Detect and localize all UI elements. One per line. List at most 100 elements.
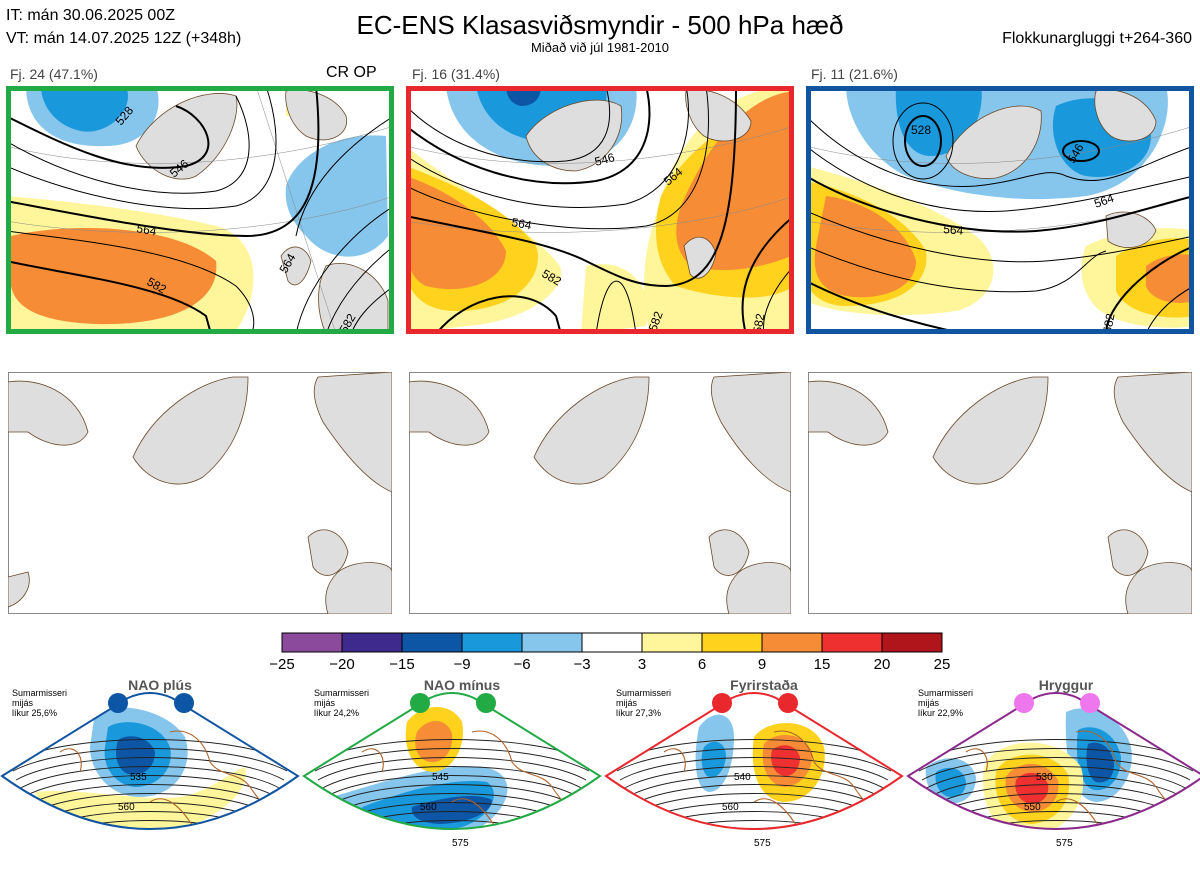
greenland-land	[135, 93, 238, 180]
height-contour	[325, 245, 394, 334]
scandinavia-land	[285, 89, 348, 141]
greenland-land	[932, 376, 1049, 485]
classification-window: Flokkunargluggi t+264-360	[1002, 30, 1192, 47]
british-isles-land	[1107, 529, 1149, 576]
regime-map: 540 560 575	[604, 692, 904, 849]
colorbar-cell	[281, 632, 343, 653]
height-contour	[904, 115, 942, 167]
height-contour	[741, 215, 794, 334]
colorbar-cell	[341, 632, 403, 653]
graticule	[406, 125, 794, 164]
regime-map: 530 550 575	[906, 692, 1200, 849]
initial-time: IT: mán 30.06.2025 00Z	[6, 7, 175, 24]
colorbar-cell	[881, 632, 943, 653]
scandinavia-land	[313, 372, 392, 493]
height-contour	[6, 95, 250, 194]
contour-label: 564	[135, 221, 157, 238]
contour-label: 535	[130, 772, 147, 783]
colorbar-tick-label: −6	[513, 656, 531, 673]
contour-label: 528	[911, 123, 931, 137]
colorbar-cell	[581, 632, 643, 653]
regime-name: NAO mínus	[423, 677, 501, 693]
contour-label: 582	[750, 312, 767, 334]
scandinavia-land	[710, 372, 791, 493]
colorbar-tick-label: −15	[389, 656, 415, 673]
colorbar-cell	[821, 632, 883, 653]
positive-anomaly-orange	[406, 176, 506, 290]
regime-probability-info: Sumarmisseri mijás líkur 24,2%	[314, 688, 370, 718]
regime-indicator-dot	[1080, 693, 1100, 713]
colorbar-cell	[461, 632, 523, 653]
height-contour	[406, 86, 689, 208]
british-isles-land	[280, 246, 312, 286]
colorbar-tick-label: 20	[873, 656, 891, 673]
contour-label: 582	[1100, 312, 1117, 334]
height-contour	[295, 115, 394, 237]
regime-indicator-dot	[108, 693, 128, 713]
british-isles-land	[1105, 211, 1157, 248]
contour-label: 564	[943, 222, 964, 238]
regime-indicator-dot	[712, 693, 732, 713]
regime-name: NAO plús	[128, 677, 192, 693]
positive-anomaly-orange	[676, 91, 794, 271]
colorbar-cell	[401, 632, 463, 653]
colorbar	[281, 632, 943, 653]
colorbar-tick-label: 25	[933, 656, 951, 673]
contour-label: 546	[593, 150, 616, 169]
negative-anomaly-light	[285, 135, 388, 257]
regime-probability-info: Sumarmisseri mijás líkur 25,6%	[12, 688, 68, 718]
colorbar-tick-label: 6	[697, 656, 707, 673]
contour-label: 560	[118, 802, 135, 813]
regime-name: Hryggur	[1038, 677, 1094, 693]
page-title: EC-ENS Klasasviðsmyndir - 500 hPa hæð	[356, 10, 844, 40]
regime-name: Fyrirstaða	[730, 677, 798, 693]
height-contour	[6, 260, 212, 334]
positive-anomaly-orange	[11, 228, 217, 325]
regime-indicator-dot	[778, 693, 798, 713]
height-contour	[806, 145, 1194, 213]
height-contour	[406, 86, 651, 185]
colorbar-tick-label: 9	[757, 656, 767, 673]
contour-label: 564	[1092, 191, 1116, 211]
europe-land	[318, 263, 389, 334]
regime-probability-info: Sumarmisseri mijás líkur 27,3%	[616, 688, 672, 718]
height-contour	[406, 86, 737, 288]
height-contour	[806, 175, 1194, 233]
cluster-2-map: 546 564 564 582 582 582	[406, 86, 794, 334]
height-contour	[6, 105, 210, 169]
contour-label: 530	[1036, 772, 1053, 783]
height-contour	[295, 205, 394, 334]
height-contour	[1105, 245, 1194, 334]
contour-label: 540	[734, 772, 751, 783]
cluster-2-label: Fj. 16 (31.4%)	[412, 66, 500, 82]
valid-time: VT: mán 14.07.2025 12Z (+348h)	[6, 30, 242, 47]
regime-probability-info: Sumarmisseri mijás líkur 22,9%	[918, 688, 974, 718]
contour-label: 575	[1056, 838, 1073, 849]
regime-indicator-dot	[410, 693, 430, 713]
british-isles-land	[708, 529, 750, 576]
height-contour	[6, 230, 255, 334]
europe-land	[726, 562, 791, 614]
graticule	[6, 195, 394, 233]
colorbar-tick-label: −3	[573, 656, 591, 673]
europe-land	[1125, 562, 1192, 614]
graticule	[806, 125, 1194, 164]
page-subtitle: Miðað við júl 1981-2010	[530, 40, 670, 55]
colorbar-tick-label: 15	[813, 656, 831, 673]
regime-indicator-dot	[1014, 693, 1034, 713]
coast-land	[8, 571, 30, 608]
colorbar-cell	[641, 632, 703, 653]
height-contour	[406, 86, 709, 230]
base-map-3	[808, 372, 1192, 614]
europe-land	[325, 562, 392, 614]
graticule	[255, 86, 337, 334]
contour-label: 545	[432, 772, 449, 783]
regime-map: 535 560	[0, 692, 300, 830]
height-contour	[6, 86, 277, 210]
cluster-1-label: Fj. 24 (47.1%)	[10, 66, 98, 82]
scandinavia-land	[1094, 89, 1157, 142]
negative-anomaly-medium	[41, 86, 128, 132]
base-map-2	[409, 372, 791, 614]
height-contour	[595, 280, 637, 334]
greenland-land	[533, 376, 650, 485]
